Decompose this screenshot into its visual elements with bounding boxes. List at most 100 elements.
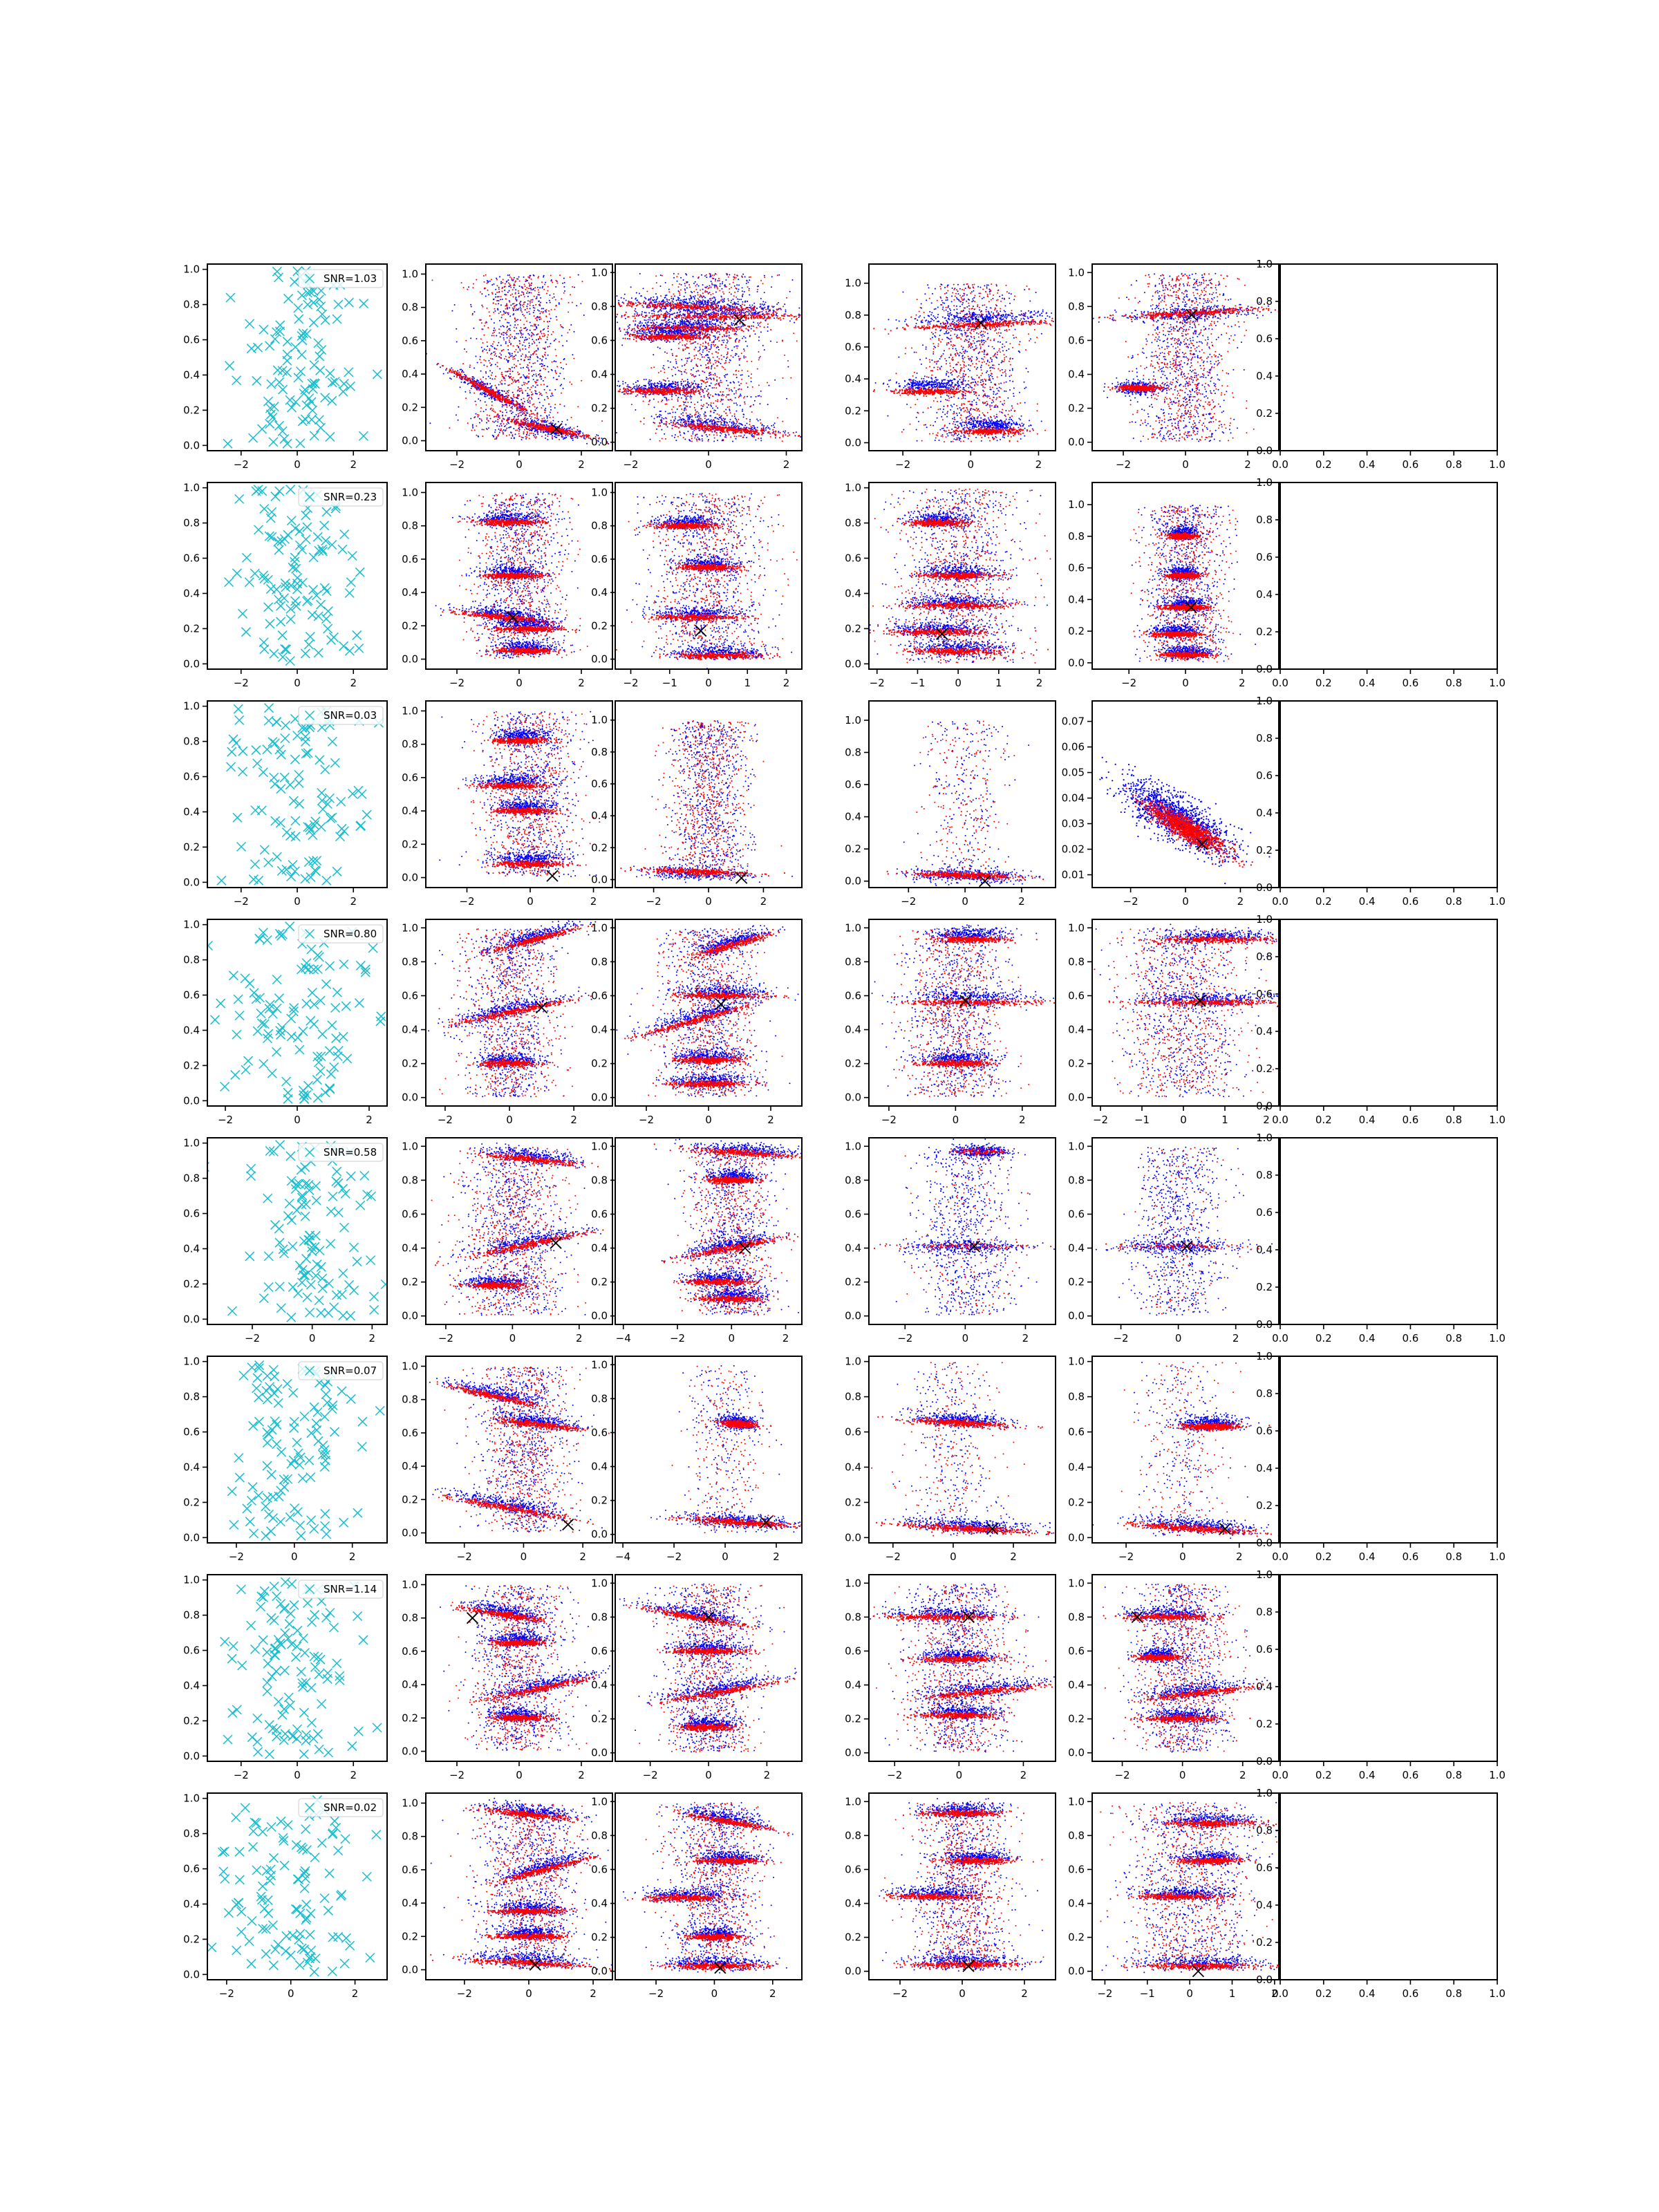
point-red xyxy=(530,411,532,412)
point-blue xyxy=(500,326,502,327)
point-red xyxy=(718,278,720,279)
point-red xyxy=(719,377,720,379)
point-red xyxy=(694,341,695,343)
point-blue xyxy=(705,355,706,356)
point-blue xyxy=(529,430,530,431)
point-blue xyxy=(512,371,514,372)
point-red xyxy=(553,428,554,429)
point-red xyxy=(704,396,705,397)
point-red xyxy=(500,333,502,335)
point-blue xyxy=(482,429,483,430)
point-blue xyxy=(703,304,704,306)
point-blue xyxy=(472,313,474,315)
point-blue xyxy=(693,431,694,433)
point-red xyxy=(503,423,505,424)
point-blue xyxy=(535,421,536,422)
point-blue xyxy=(711,365,713,366)
point-blue xyxy=(751,312,752,314)
point-red xyxy=(709,377,711,379)
point-red xyxy=(505,305,506,306)
point-red xyxy=(571,431,572,432)
point-red xyxy=(745,356,747,357)
point-red xyxy=(722,291,724,292)
point-red xyxy=(522,411,523,413)
point-blue xyxy=(648,307,650,308)
plot-area xyxy=(426,274,609,444)
point-blue xyxy=(729,332,730,333)
point-red xyxy=(660,295,662,297)
point-red xyxy=(523,382,525,383)
point-red xyxy=(526,321,527,322)
point-blue xyxy=(532,375,533,377)
point-red xyxy=(679,371,681,372)
point-red xyxy=(531,283,532,284)
point-red xyxy=(557,412,559,413)
point-red xyxy=(505,399,506,400)
point-blue xyxy=(671,301,673,302)
point-blue xyxy=(523,433,524,434)
point-red xyxy=(721,344,722,346)
point-blue xyxy=(509,290,510,292)
point-blue xyxy=(681,371,682,373)
point-blue xyxy=(743,357,744,359)
point-blue xyxy=(529,322,531,324)
point-red xyxy=(517,324,518,326)
point-blue xyxy=(539,370,541,371)
point-red xyxy=(696,365,697,366)
point-red xyxy=(521,437,523,438)
point-red xyxy=(552,331,554,332)
point-red xyxy=(527,300,529,301)
point-red xyxy=(561,298,562,299)
point-blue xyxy=(693,308,695,309)
point-blue xyxy=(559,435,560,436)
point-blue xyxy=(727,340,729,341)
point-red xyxy=(715,306,717,308)
y-tick-label: 0.8 xyxy=(402,301,418,314)
point-red xyxy=(695,285,696,286)
point-blue xyxy=(688,298,690,299)
point-red xyxy=(547,321,548,323)
point-blue xyxy=(714,297,715,299)
point-red xyxy=(715,406,717,407)
point-red xyxy=(493,302,494,303)
point-blue xyxy=(722,299,723,300)
point-blue xyxy=(574,287,575,288)
point-blue xyxy=(681,359,682,360)
point-red xyxy=(649,299,650,301)
point-blue xyxy=(677,397,679,398)
point-blue xyxy=(736,284,738,285)
point-blue xyxy=(512,353,513,355)
point-red xyxy=(532,354,534,355)
point-red xyxy=(547,429,549,431)
point-red xyxy=(485,360,487,362)
point-red xyxy=(510,287,512,288)
point-red xyxy=(534,381,536,382)
point-red xyxy=(657,401,659,402)
point-red xyxy=(738,358,740,359)
point-blue xyxy=(696,308,697,310)
point-blue xyxy=(531,366,532,367)
point-blue xyxy=(502,325,503,326)
point-blue xyxy=(738,291,739,292)
point-red xyxy=(500,357,502,359)
point-blue xyxy=(527,418,528,420)
point-blue xyxy=(547,439,548,440)
point-red xyxy=(522,407,523,409)
point-blue xyxy=(762,301,764,302)
point-red xyxy=(700,409,702,410)
point-red xyxy=(758,351,759,353)
point-blue xyxy=(529,400,531,402)
point-red xyxy=(760,422,762,424)
point-blue xyxy=(559,303,560,305)
point-red xyxy=(438,363,439,364)
point-blue xyxy=(517,319,518,320)
point-blue xyxy=(631,297,632,299)
point-red xyxy=(543,289,545,290)
sample-marker xyxy=(273,366,282,375)
point-blue xyxy=(516,333,517,335)
point-blue xyxy=(539,319,541,320)
point-blue xyxy=(695,355,697,356)
point-red xyxy=(495,375,496,377)
point-blue xyxy=(733,307,735,308)
point-blue xyxy=(700,303,702,305)
